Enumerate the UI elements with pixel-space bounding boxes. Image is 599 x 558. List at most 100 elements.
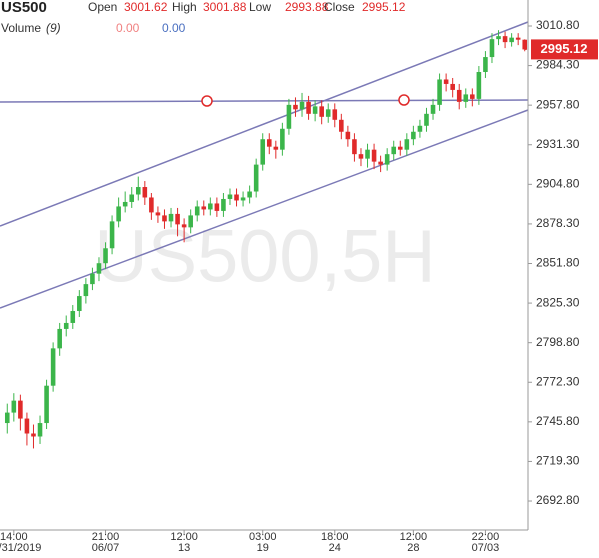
candle-body — [162, 215, 167, 222]
candle-body — [155, 212, 161, 216]
trend-line — [0, 21, 529, 227]
x-date-label: 24 — [329, 542, 341, 554]
candle-body — [443, 79, 449, 84]
candle-body — [181, 224, 187, 228]
candle-body — [11, 400, 17, 413]
y-tick-label: 2719.30 — [536, 454, 580, 468]
candle-body — [31, 433, 36, 437]
legend-label: High — [172, 0, 197, 14]
x-date-label: 28 — [407, 542, 419, 554]
watermark: US500,5H — [94, 215, 435, 298]
candle-body — [129, 194, 135, 202]
candle-body — [260, 139, 266, 165]
candle-body — [345, 131, 351, 140]
candle-body — [489, 39, 495, 58]
x-tick-label: 12:00 — [170, 531, 198, 543]
candle-body — [57, 328, 62, 349]
volume-period: (9) — [46, 21, 61, 35]
candle-body — [522, 39, 528, 50]
trend-line — [0, 109, 529, 309]
candle-body — [37, 423, 43, 437]
y-tick-label: 2798.80 — [536, 335, 580, 349]
candle-body — [470, 94, 475, 99]
candle-body — [286, 104, 292, 129]
candle-body — [201, 206, 207, 210]
candle-body — [358, 154, 364, 159]
candle-body — [116, 206, 121, 222]
candle-body — [240, 197, 246, 201]
candle-body — [70, 311, 76, 323]
x-tick-label: 21:00 — [92, 531, 120, 543]
y-tick-label: 2772.30 — [536, 374, 580, 388]
last-price-tag — [531, 39, 598, 60]
candle-body — [77, 296, 82, 312]
candle-body — [397, 146, 403, 150]
x-tick-label: 22:00 — [472, 531, 500, 543]
candle-body — [4, 412, 10, 424]
candle-body — [515, 37, 521, 40]
volume-label: Volume — [1, 21, 41, 35]
candle-body — [371, 149, 377, 162]
candle-body — [83, 284, 89, 297]
legend-value: 3001.62 — [124, 0, 168, 14]
handle — [201, 95, 213, 107]
handle — [398, 94, 410, 106]
candle-body — [430, 104, 436, 114]
candle-body — [319, 106, 324, 117]
candle-body — [142, 187, 148, 198]
candle-body — [404, 139, 410, 150]
volume-value: 0.00 — [162, 21, 186, 35]
candle-body — [109, 221, 115, 249]
candle-body — [496, 36, 501, 40]
y-tick-label: 2878.30 — [536, 216, 580, 230]
candle-body — [214, 203, 220, 211]
y-tick-label: 2851.80 — [536, 256, 580, 270]
last-price-label: 2995.12 — [541, 41, 588, 56]
candle-body — [456, 89, 462, 102]
candle-body — [175, 213, 180, 225]
candle-body — [24, 418, 30, 434]
legend-value: 2995.12 — [362, 0, 406, 14]
candle-body — [378, 161, 383, 165]
candle-body — [103, 248, 108, 264]
candle-body — [365, 149, 370, 159]
candle-body — [483, 57, 488, 73]
legend-label: Close — [324, 0, 355, 14]
candle-body — [463, 94, 469, 102]
y-tick-label: 2825.30 — [536, 295, 580, 309]
y-tick-label: 3010.80 — [536, 18, 580, 32]
legend-value: 3001.88 — [203, 0, 247, 14]
legend-label: Low — [249, 0, 271, 14]
candle-body — [122, 201, 128, 207]
candle-body — [63, 322, 69, 329]
x-date-label: 05/31/2019 — [0, 542, 41, 554]
x-date-label: 06/07 — [92, 542, 120, 554]
x-tick-label: 03:00 — [249, 531, 277, 543]
candle-body — [325, 109, 331, 117]
candle-body — [509, 37, 514, 43]
candle-body — [293, 104, 298, 110]
candle-body — [437, 79, 442, 105]
candle-body — [18, 400, 23, 419]
y-tick-label: 2931.30 — [536, 137, 580, 151]
candle-body — [227, 194, 233, 199]
candle-body — [332, 109, 338, 120]
candle-body — [391, 146, 397, 155]
x-tick-label: 18:00 — [321, 531, 349, 543]
y-tick-label: 2904.80 — [536, 177, 580, 191]
candle-body — [266, 139, 272, 147]
candle-body — [194, 206, 200, 216]
candle-body — [149, 197, 154, 213]
y-tick-label: 2745.80 — [536, 414, 580, 428]
x-date-label: 13 — [178, 542, 190, 554]
channel-drawings — [0, 21, 529, 309]
y-tick-label: 2984.30 — [536, 58, 580, 72]
horizontal-line — [0, 99, 529, 103]
x-date-label: 07/03 — [472, 542, 500, 554]
candle-body — [339, 119, 344, 132]
candle-body — [247, 191, 252, 198]
y-tick-label: 2692.80 — [536, 493, 580, 507]
volume-value: 0.00 — [116, 21, 140, 35]
candle-body — [476, 72, 482, 99]
